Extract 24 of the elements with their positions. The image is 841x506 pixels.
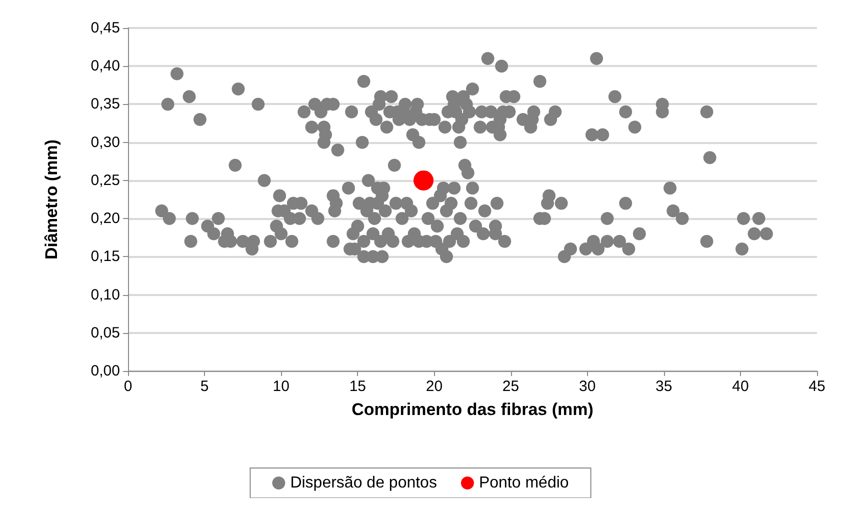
y-tick-label: 0,20 [90,210,120,228]
y-axis-title: Diâmetro (mm) [42,140,61,260]
x-tick-label: 40 [732,378,749,395]
x-tick-label: 15 [349,378,366,395]
x-tick-label: 30 [578,378,596,395]
y-tick-label: 0,40 [90,58,120,75]
y-tick-label: 0,15 [90,248,120,266]
y-tick-label: 0,45 [90,20,120,36]
x-axis-title: Comprimento das fibras (mm) [352,400,594,419]
x-tick-label: 0 [124,378,132,395]
y-tick-label: 0,10 [90,286,120,304]
y-tick-label: 0,25 [90,172,120,189]
x-tick-label: 35 [656,378,672,395]
x-tick-label: 25 [502,378,520,395]
x-tick-label: 20 [426,378,443,395]
x-tick-label: 45 [808,378,826,395]
y-tick-label: 0,30 [90,134,120,151]
y-tick-label: 0,00 [90,362,120,380]
legend-label: Dispersão de pontos [290,474,437,492]
legend-label: Ponto médio [478,474,569,492]
y-tick-label: 0,05 [90,324,120,342]
y-tick-label: 0,35 [90,96,120,113]
x-tick-label: 10 [272,378,290,395]
x-tick-label: 5 [200,378,209,395]
